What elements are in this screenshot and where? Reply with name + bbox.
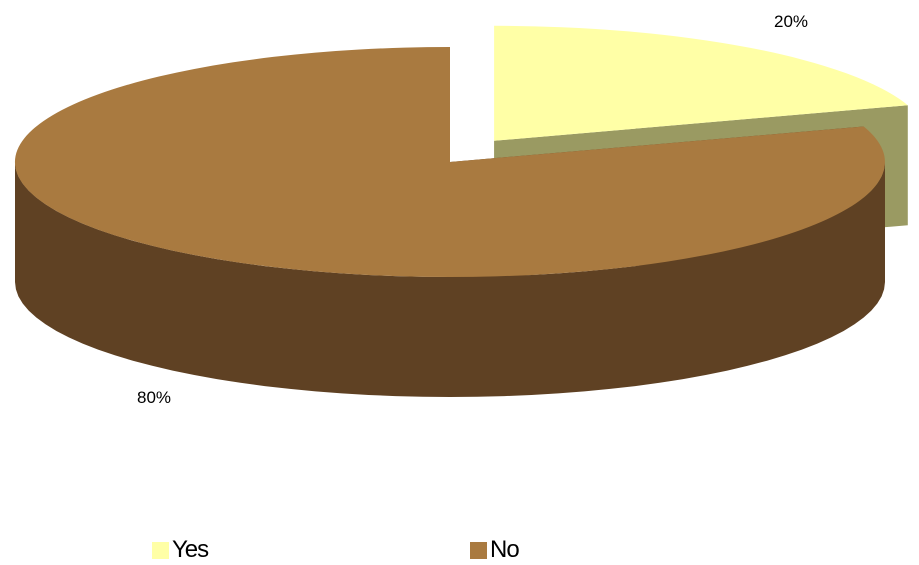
data-labels: 20% 80% [137, 12, 808, 407]
pie-slices [14, 25, 908, 397]
pie-top-yes [494, 25, 908, 141]
legend-label-no: No [490, 536, 520, 563]
legend-item-yes: Yes [152, 535, 209, 565]
legend-swatch-no [470, 541, 487, 559]
data-label-yes: 20% [774, 12, 808, 31]
data-label-no: 80% [137, 388, 171, 407]
legend-item-no: No [470, 535, 520, 565]
legend-label-yes: Yes [172, 536, 209, 563]
pie-side-no-0 [15, 162, 885, 397]
pie-top-no [14, 47, 885, 277]
legend: Yes No [0, 535, 919, 565]
pie-slice-no [14, 47, 885, 397]
legend-swatch-yes [152, 541, 169, 559]
